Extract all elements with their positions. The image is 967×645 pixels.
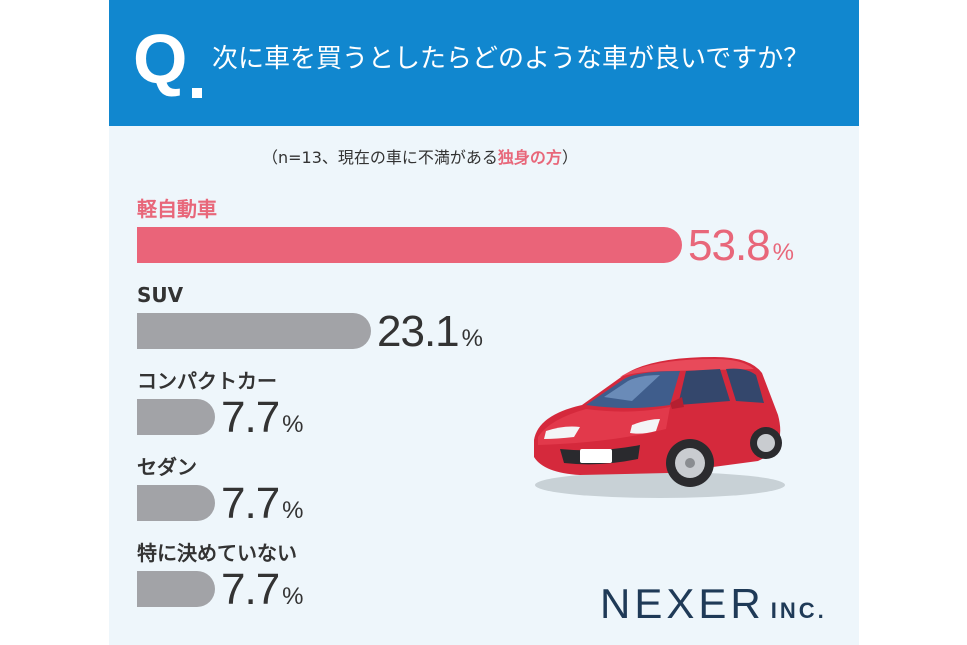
- value-number: 23.1: [377, 307, 460, 356]
- bar: [137, 313, 371, 349]
- category-label: SUV: [137, 283, 184, 307]
- note-highlight: 独身の方: [497, 148, 562, 167]
- value-label: 23.1%: [377, 310, 483, 361]
- q-mark: Q: [133, 20, 188, 98]
- question-text: 次に車を買うとしたらどのような車が良いですか？: [212, 44, 810, 74]
- value-label: 53.8%: [688, 224, 794, 275]
- category-label: 特に決めていない: [137, 541, 297, 565]
- value-label: 7.7%: [221, 482, 304, 533]
- bar: [137, 571, 215, 607]
- bar: [137, 485, 215, 521]
- value-number: 53.8: [688, 221, 771, 270]
- note-suffix: ）: [561, 148, 578, 167]
- bar: [137, 227, 682, 263]
- value-label: 7.7%: [221, 396, 304, 447]
- category-label: セダン: [137, 455, 197, 479]
- car-illustration: [534, 357, 785, 498]
- bar: [137, 399, 215, 435]
- value-unit: %: [772, 239, 794, 266]
- note-prefix: （n=13、現在の車に不満がある: [262, 148, 498, 167]
- value-unit: %: [282, 497, 304, 524]
- nexer-logo: NEXER INC.: [600, 580, 827, 628]
- value-unit: %: [461, 325, 483, 352]
- value-number: 7.7: [221, 393, 280, 442]
- q-dot: [192, 88, 202, 98]
- logo-inc: INC.: [770, 598, 827, 623]
- value-unit: %: [282, 583, 304, 610]
- sample-note: （n=13、現在の車に不満がある独身の方）: [262, 146, 578, 170]
- value-number: 7.7: [221, 565, 280, 614]
- value-unit: %: [282, 411, 304, 438]
- question-header: [109, 0, 859, 126]
- category-label: 軽自動車: [137, 197, 217, 221]
- logo-main: NEXER: [600, 580, 765, 627]
- value-label: 7.7%: [221, 568, 304, 619]
- value-number: 7.7: [221, 479, 280, 528]
- category-label: コンパクトカー: [137, 369, 277, 393]
